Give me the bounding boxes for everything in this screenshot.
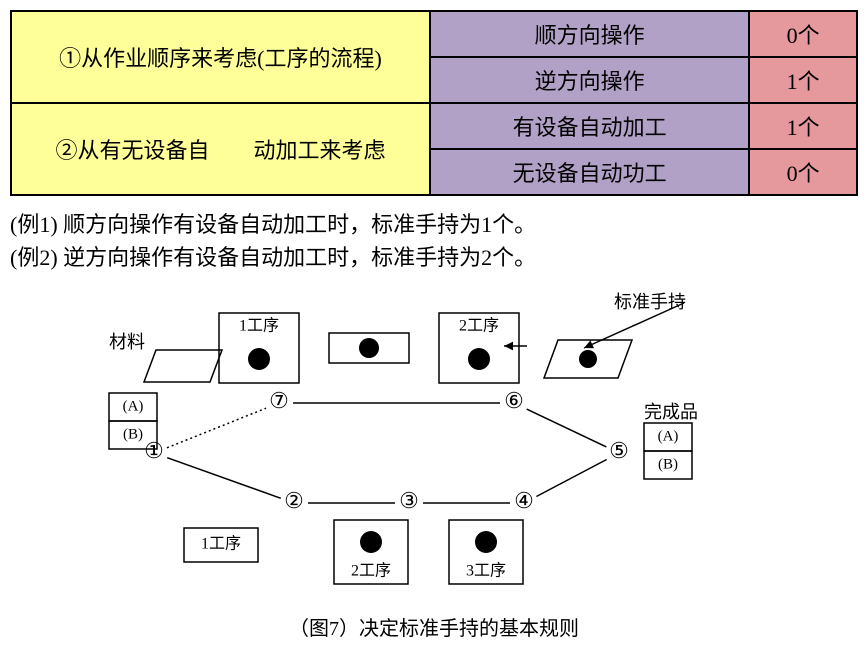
rule2b-right: 0个 (749, 149, 857, 195)
svg-text:(A): (A) (123, 398, 144, 414)
label-stdhold: 标准手持 (614, 288, 686, 314)
svg-text:③: ③ (399, 488, 419, 513)
rule1-left: ①从作业顺序来考虑(工序的流程) (11, 11, 430, 103)
label-material: 材料 (109, 328, 145, 354)
svg-text:1工序: 1工序 (201, 535, 241, 553)
rule1a-mid: 顺方向操作 (430, 11, 749, 57)
rule2-left: ②从有无设备自 动加工来考虑 (11, 103, 430, 195)
rules-table: ①从作业顺序来考虑(工序的流程) 顺方向操作 0个 逆方向操作 1个 ②从有无设… (10, 10, 858, 196)
svg-text:(B): (B) (123, 426, 143, 442)
svg-text:2工序: 2工序 (351, 562, 391, 580)
examples-block: (例1) 顺方向操作有设备自动加工时，标准手持为1个。 (例2) 逆方向操作有设… (10, 208, 858, 274)
svg-text:3工序: 3工序 (466, 562, 506, 580)
svg-text:④: ④ (514, 488, 534, 513)
rule2a-mid: 有设备自动加工 (430, 103, 749, 149)
figure7-diagram: 1工序2工序(A)(B)(A)(B)①②③④⑤⑥⑦1工序2工序3工序 材料 完成… (54, 288, 814, 588)
svg-text:(B): (B) (658, 456, 678, 472)
svg-text:⑥: ⑥ (504, 388, 524, 413)
svg-text:(A): (A) (658, 428, 679, 444)
rule1a-right: 0个 (749, 11, 857, 57)
label-finished: 完成品 (644, 398, 698, 424)
svg-text:⑤: ⑤ (609, 438, 629, 463)
example-2: (例2) 逆方向操作有设备自动加工时，标准手持为2个。 (10, 241, 858, 274)
example-1: (例1) 顺方向操作有设备自动加工时，标准手持为1个。 (10, 208, 858, 241)
rule1b-right: 1个 (749, 57, 857, 103)
svg-text:①: ① (144, 438, 164, 463)
diagram-svg: 1工序2工序(A)(B)(A)(B)①②③④⑤⑥⑦1工序2工序3工序 (54, 288, 814, 588)
svg-text:②: ② (284, 488, 304, 513)
rule2b-mid: 无设备自动功工 (430, 149, 749, 195)
svg-text:⑦: ⑦ (269, 388, 289, 413)
svg-text:1工序: 1工序 (239, 317, 279, 335)
rule2a-right: 1个 (749, 103, 857, 149)
figure-caption: （图7）决定标准手持的基本规则 (10, 612, 858, 641)
svg-text:2工序: 2工序 (459, 317, 499, 335)
rule1b-mid: 逆方向操作 (430, 57, 749, 103)
